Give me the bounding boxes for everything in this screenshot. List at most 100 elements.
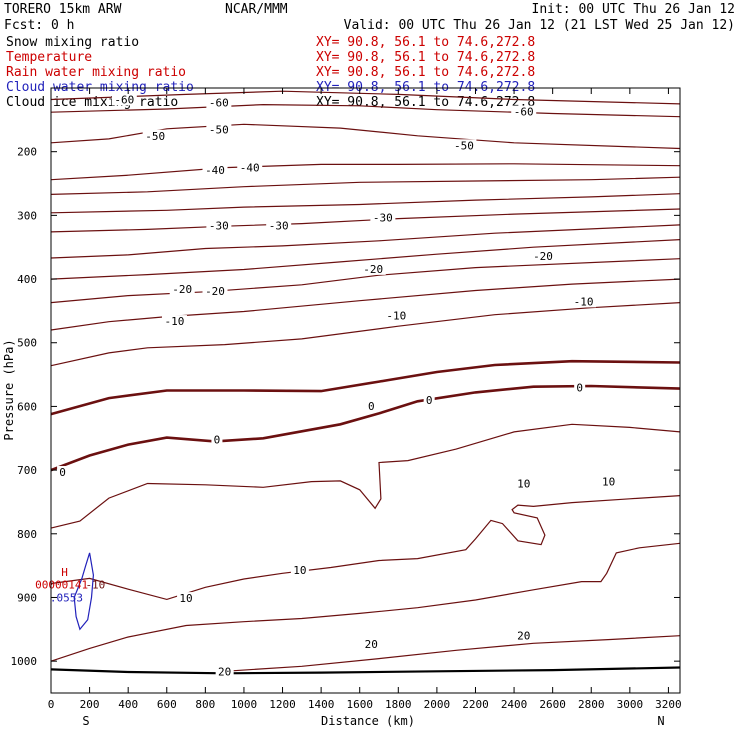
x-tick-label: 3000 — [617, 698, 644, 711]
y-tick-label: 600 — [17, 400, 37, 413]
contour-label: 0 — [59, 466, 66, 479]
temperature-contour-20-17 — [224, 635, 681, 672]
contour-label-bg — [111, 93, 137, 106]
x-tick-label: 1000 — [231, 698, 258, 711]
x-tick-label: 1400 — [308, 698, 335, 711]
temperature-contour-10-14 — [50, 423, 681, 529]
y-tick-label: 700 — [17, 464, 37, 477]
contour-label: -10 — [165, 315, 185, 328]
x-tick-label: 400 — [118, 698, 138, 711]
contour-label: 20 — [517, 630, 530, 643]
x-tick-label: 1600 — [346, 698, 373, 711]
max-annotation: -10 — [85, 579, 105, 592]
y-tick-label: 400 — [17, 273, 37, 286]
ground-line — [50, 666, 681, 675]
field-rain-water-mixing-ratio: Rain water mixing ratio — [6, 65, 187, 80]
contour-label: -10 — [386, 309, 406, 322]
contour-label-bg — [511, 105, 537, 118]
contour-label: -20 — [205, 285, 225, 298]
contour-layer — [50, 90, 681, 675]
field-snow-mixing-ratio: Snow mixing ratio — [6, 35, 140, 50]
contour-label-bg — [206, 96, 232, 109]
contour-label: 20 — [365, 638, 378, 651]
x-tick-label: 1800 — [385, 698, 412, 711]
contour-label-bg — [365, 399, 377, 412]
max-annotation: .0553 — [50, 591, 83, 604]
axis-layer: 0 200 400 600 800 1000 1200 1400 1600 1800 2000 220… — [11, 88, 682, 711]
contour-label-bg — [206, 219, 232, 232]
xy-first: XY= 90.8, 56.1 to 74.6,272.8 — [316, 35, 536, 50]
plot-frame — [50, 87, 681, 694]
contour-label: -30 — [373, 211, 393, 224]
contour-label: -30 — [269, 220, 289, 233]
max-annotation: H — [61, 566, 68, 579]
y-tick-label: 300 — [17, 209, 37, 222]
contour-label-bg — [423, 394, 435, 407]
contour-label: 0 — [368, 400, 375, 413]
contour-label-bg — [142, 129, 168, 142]
x-tick-label: 800 — [195, 698, 215, 711]
xy-temperature: XY= 90.8, 56.1 to 74.6,272.8 — [316, 50, 536, 65]
contour-label-bg — [169, 283, 195, 296]
contour-label-bg — [57, 466, 69, 479]
contour-label: 10 — [293, 564, 306, 577]
contour-label-bg — [290, 564, 309, 577]
contour-label-bg — [451, 139, 477, 152]
contour-label-bg — [266, 219, 292, 232]
y-tick-label: 1000 — [11, 655, 38, 668]
temperature-contour-m40-4 — [50, 176, 681, 195]
contour-label: -50 — [209, 123, 229, 136]
contour-label-bg — [599, 475, 618, 488]
temperature-contour-m20-8 — [50, 239, 681, 280]
max-annotation: 00000141 — [35, 579, 88, 592]
contour-label: 20 — [218, 665, 231, 678]
x-axis-label: Distance (km) — [321, 714, 415, 728]
contour-label: -60 — [514, 106, 534, 119]
y-tick-label: 500 — [17, 337, 37, 350]
contour-label-bg — [211, 433, 223, 446]
x-tick-label: 2000 — [424, 698, 451, 711]
contour-label-bg — [383, 309, 409, 322]
contour-label: -20 — [533, 250, 553, 263]
x-tick-label: 2400 — [501, 698, 528, 711]
x-tick-label: 600 — [157, 698, 177, 711]
x-tick-label: 1200 — [269, 698, 296, 711]
header-fcst: Fcst: 0 h — [4, 18, 75, 33]
contour-label: 0 — [214, 434, 221, 447]
y-tick-label: 800 — [17, 528, 37, 541]
header-center: NCAR/MMM — [225, 2, 288, 17]
temperature-contour-m60-1 — [50, 103, 681, 118]
field-temperature: Temperature — [6, 50, 93, 65]
north-label: N — [657, 714, 664, 728]
temperature-contour-0-13 — [50, 384, 681, 472]
contour-label: 0 — [576, 381, 583, 394]
temperature-contour-m60-0 — [50, 90, 681, 105]
x-tick-label: 2800 — [578, 698, 605, 711]
y-tick-label: 200 — [17, 146, 37, 159]
contour-label-bg — [574, 381, 586, 394]
temperature-contour-10-15 — [50, 495, 681, 601]
contour-label: -60 — [209, 97, 229, 110]
x-tick-label: 0 — [48, 698, 55, 711]
temperature-contour-20-16 — [50, 542, 681, 662]
contour-label: -20 — [172, 283, 192, 296]
contour-label-layer: -60 -60-60-50 -50-50-40 -40-30 -30-30-20 -20-… — [35, 93, 618, 678]
temperature-contour-m30-7 — [50, 224, 681, 259]
contour-label-bg — [215, 665, 234, 678]
x-tick-label: 2200 — [462, 698, 489, 711]
contour-label-bg — [177, 592, 196, 605]
contour-label: -20 — [363, 263, 383, 276]
y-axis-label: Pressure (hPa) — [2, 339, 16, 440]
south-label: S — [82, 714, 89, 728]
contour-label: 0 — [426, 394, 433, 407]
temperature-contour-m10-11 — [50, 302, 681, 367]
header-model: TORERO 15km ARW — [4, 2, 122, 17]
temperature-contour-m40-5 — [50, 193, 681, 214]
contour-label: -10 — [574, 295, 594, 308]
cloud-water-contour — [73, 552, 95, 631]
contour-label-bg — [202, 285, 228, 298]
contour-label-bg — [514, 477, 533, 490]
contour-label: -40 — [240, 162, 260, 175]
contour-label: -40 — [205, 164, 225, 177]
contour-label-bg — [571, 295, 597, 308]
